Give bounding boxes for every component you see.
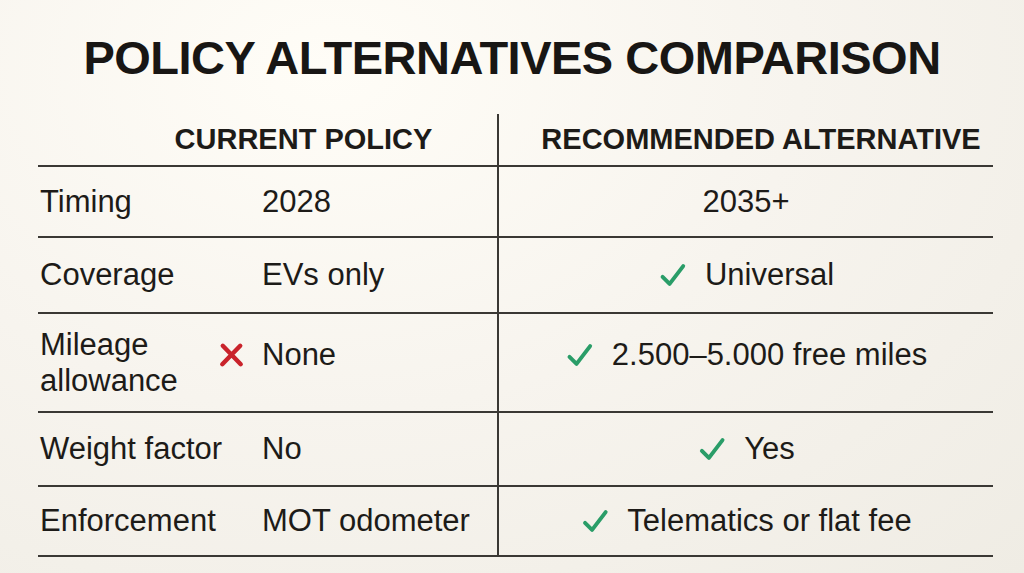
current-value-enforcement: MOT odometer (262, 503, 470, 539)
recommended-value-enforcement: Telematics or flat fee (627, 503, 911, 539)
comparison-table: CURRENT POLICY RECOMMENDED ALTERNATIVE T… (38, 114, 993, 557)
current-value-coverage: EVs only (262, 257, 384, 293)
row-label-coverage: Coverage (40, 257, 252, 293)
recommended-value-mileage-allowance: 2.500–5.000 free miles (612, 337, 927, 373)
row-label-timing: Timing (40, 184, 252, 220)
column-header-current-policy: CURRENT POLICY (38, 114, 499, 165)
page-title: POLICY ALTERNATIVES COMPARISON (0, 30, 1024, 85)
current-value-timing: 2028 (262, 184, 331, 220)
table-row-coverage: Coverage EVs only Universal (38, 238, 993, 314)
policy-comparison-page: POLICY ALTERNATIVES COMPARISON CURRENT P… (0, 0, 1024, 573)
current-value-weight-factor: No (262, 431, 302, 467)
check-icon (580, 506, 610, 536)
check-icon (658, 260, 688, 290)
row-label-enforcement: Enforcement (40, 503, 252, 539)
table-header-row: CURRENT POLICY RECOMMENDED ALTERNATIVE (38, 114, 993, 167)
table-row-enforcement: Enforcement MOT odometer Telematics or f… (38, 487, 993, 557)
check-icon (697, 434, 727, 464)
check-icon (565, 340, 595, 370)
table-row-timing: Timing 2028 2035+ (38, 167, 993, 238)
cross-icon (216, 340, 247, 371)
table-row-mileage-allowance: Mileage allowance None 2.500–5.000 free … (38, 314, 993, 413)
recommended-value-weight-factor: Yes (744, 431, 795, 467)
row-label-weight-factor: Weight factor (40, 431, 252, 467)
recommended-value-timing: 2035+ (702, 184, 789, 220)
column-header-recommended-alternative: RECOMMENDED ALTERNATIVE (499, 114, 993, 165)
current-value-mileage-allowance: None (262, 337, 336, 373)
recommended-value-coverage: Universal (705, 257, 834, 293)
table-row-weight-factor: Weight factor No Yes (38, 413, 993, 487)
